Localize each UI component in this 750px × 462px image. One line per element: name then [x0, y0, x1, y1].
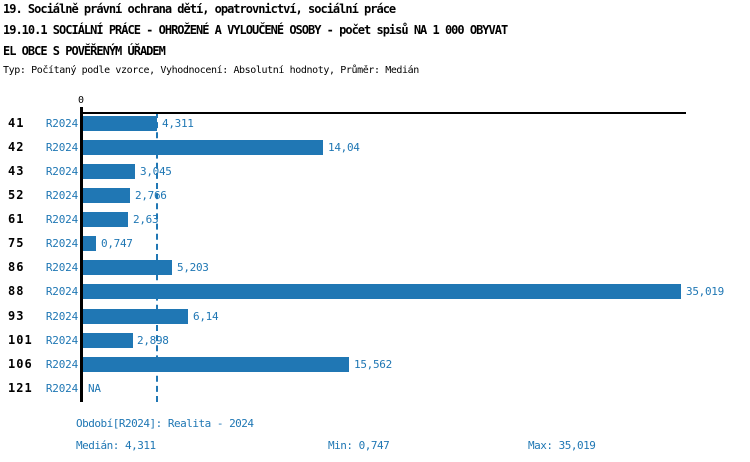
row-id-label: 52	[8, 188, 25, 202]
row-period-label: R2024	[45, 117, 78, 130]
row-id-label: 43	[8, 164, 25, 178]
value-bar	[83, 140, 323, 155]
value-bar	[83, 188, 131, 203]
value-label: 5,203	[177, 261, 209, 274]
row-id-label: 61	[8, 212, 25, 226]
row-id-label: 93	[8, 309, 25, 323]
value-bar	[83, 333, 133, 348]
row-period-label: R2024	[45, 310, 78, 323]
value-label: 14,04	[328, 141, 360, 154]
value-label: NA	[88, 382, 101, 395]
value-label: 35,019	[686, 285, 724, 298]
value-bar	[83, 309, 188, 324]
row-period-label: R2024	[45, 334, 78, 347]
footer-period-note: Období[R2024]: Realita - 2024	[76, 417, 254, 430]
value-bar	[83, 116, 157, 131]
row-period-label: R2024	[45, 165, 78, 178]
value-bar	[83, 260, 172, 275]
chart-subtitle: Typ: Počítaný podle vzorce, Vyhodnocení:…	[3, 65, 419, 76]
value-label: 2,766	[135, 189, 167, 202]
value-label: 2,63	[133, 213, 159, 226]
value-label: 6,14	[193, 310, 219, 323]
row-period-label: R2024	[45, 141, 78, 154]
page-title-line-2: 19.10.1 SOCIÁLNÍ PRÁCE - OHROŽENÉ A VYLO…	[3, 23, 508, 37]
row-period-label: R2024	[45, 261, 78, 274]
row-id-label: 75	[8, 236, 25, 250]
y-axis-line	[80, 107, 83, 402]
row-id-label: 41	[8, 116, 25, 130]
row-period-label: R2024	[45, 285, 78, 298]
page-title-line-3: EL OBCE S POVĚŘENÝM ÚŘADEM	[3, 44, 166, 58]
value-bar	[83, 284, 681, 299]
value-label: 15,562	[354, 358, 392, 371]
value-label: 4,311	[162, 117, 194, 130]
value-label: 2,898	[137, 334, 169, 347]
median-reference-line	[155, 112, 158, 402]
value-bar	[83, 164, 135, 179]
value-label: 0,747	[101, 237, 133, 250]
row-period-label: R2024	[45, 189, 78, 202]
row-id-label: 101	[8, 333, 33, 347]
page-title-line-1: 19. Sociálně právní ochrana dětí, opatro…	[3, 2, 396, 16]
row-id-label: 86	[8, 260, 25, 274]
value-bar	[83, 357, 349, 372]
value-bar	[83, 236, 96, 251]
row-id-label: 88	[8, 284, 25, 298]
row-id-label: 42	[8, 140, 25, 154]
row-period-label: R2024	[45, 358, 78, 371]
row-period-label: R2024	[45, 237, 78, 250]
row-period-label: R2024	[45, 382, 78, 395]
footer-min-value: Min: 0,747	[328, 439, 390, 452]
x-axis-zero-label: 0	[77, 95, 85, 106]
row-id-label: 121	[8, 381, 33, 395]
x-axis-line	[80, 112, 686, 114]
value-bar	[83, 212, 128, 227]
footer-max-value: Max: 35,019	[528, 439, 596, 452]
row-period-label: R2024	[45, 213, 78, 226]
value-label: 3,045	[140, 165, 172, 178]
footer-median-value: Medián: 4,311	[76, 439, 156, 452]
row-id-label: 106	[8, 357, 33, 371]
